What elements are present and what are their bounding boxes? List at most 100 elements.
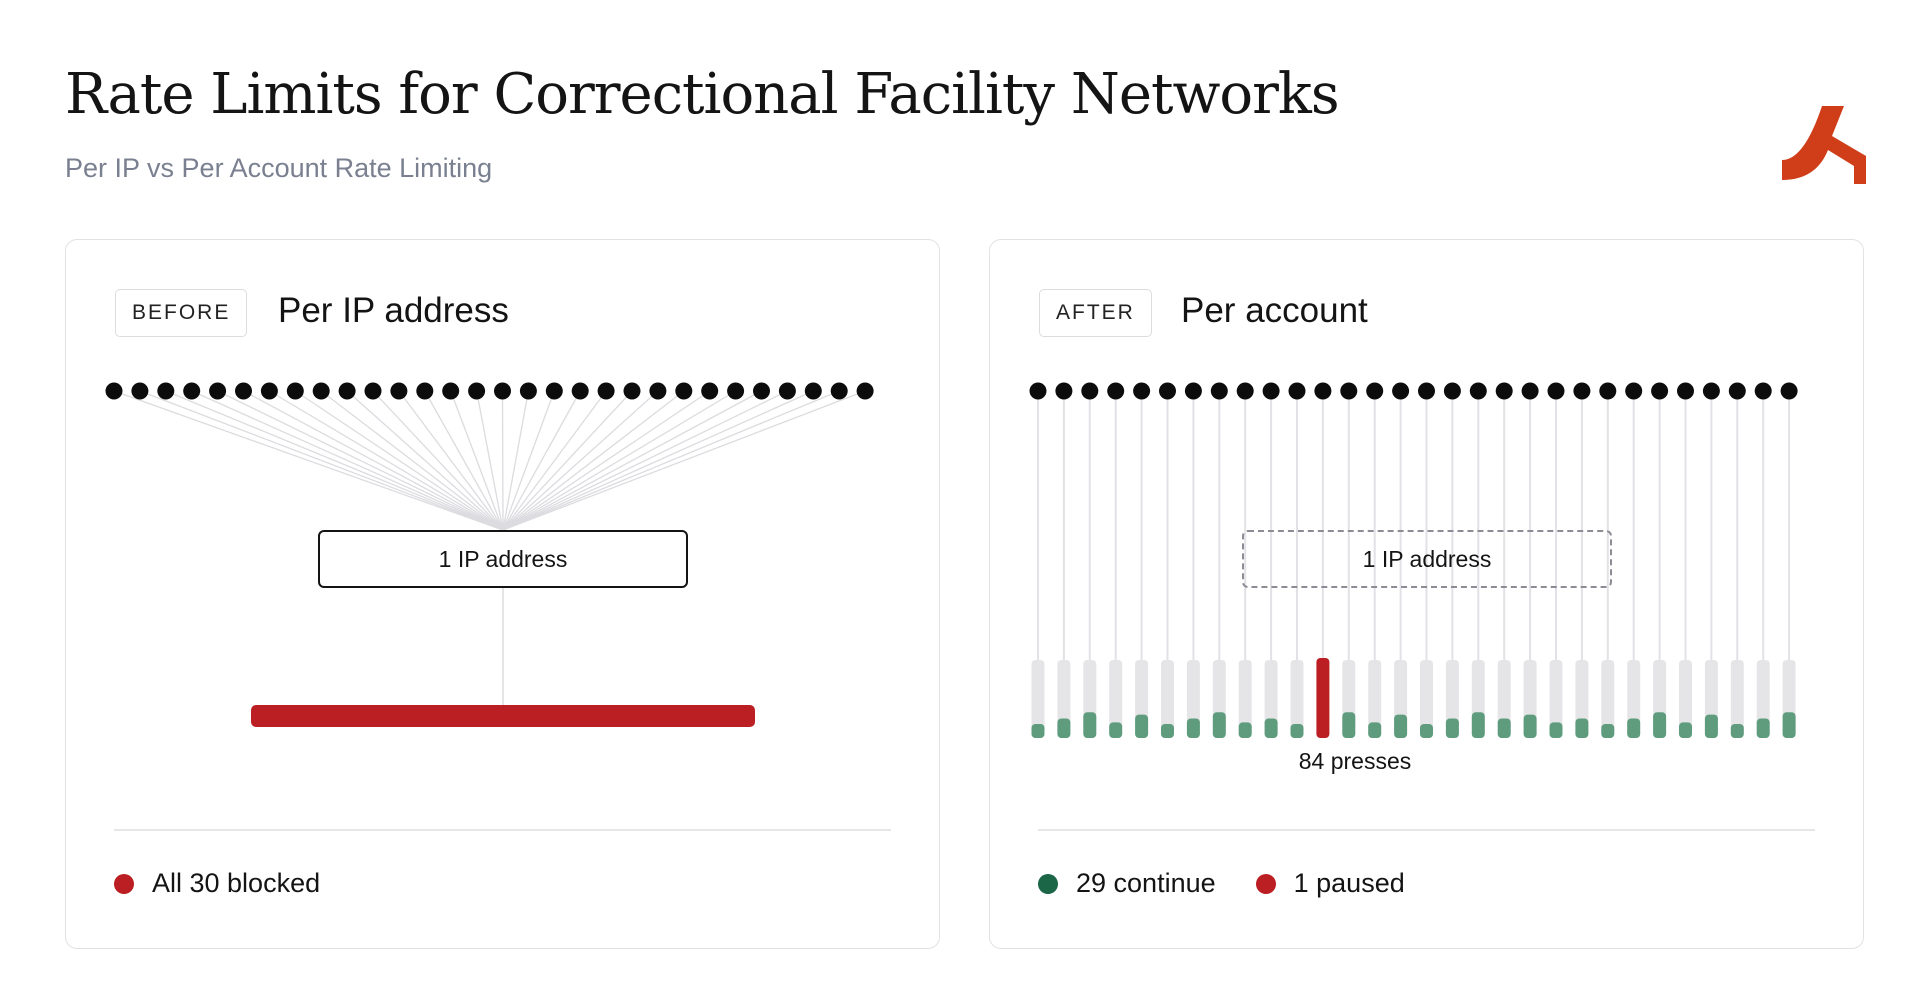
- usage-track: [1420, 660, 1433, 738]
- usage-bar: [1420, 723, 1433, 738]
- client-dot: [804, 382, 822, 400]
- usage-track: [1238, 660, 1252, 738]
- client-dot: [416, 382, 434, 400]
- connection-line: [294, 390, 504, 531]
- connection-line: [501, 390, 504, 531]
- usage-bar: [1575, 718, 1589, 738]
- usage-track: [1679, 660, 1692, 738]
- usage-track: [1730, 660, 1744, 738]
- usage-bar: [1031, 723, 1045, 738]
- client-dot: [778, 382, 796, 400]
- page-title: Rate Limits for Correctional Facility Ne…: [65, 62, 1340, 127]
- usage-bar: [1161, 723, 1174, 738]
- client-dot: [1702, 382, 1720, 400]
- connection-line: [502, 390, 762, 531]
- client-dot: [1210, 382, 1228, 400]
- client-dot: [1184, 382, 1202, 400]
- connection-line: [502, 390, 788, 531]
- usage-bar: [1083, 712, 1097, 738]
- usage-track: [1057, 660, 1071, 738]
- connection-line: [502, 390, 530, 531]
- after-legend: 29 continue 1 paused: [1038, 868, 1445, 899]
- usage-track: [1264, 660, 1278, 738]
- connection-line: [372, 390, 504, 531]
- client-dot: [1288, 382, 1306, 400]
- client-dot: [131, 382, 149, 400]
- connection-line: [502, 390, 711, 531]
- client-dot: [1418, 382, 1435, 400]
- usage-bar: [1653, 712, 1667, 738]
- ip-address-box: 1 IP address: [1242, 530, 1612, 588]
- usage-bar: [1135, 714, 1149, 738]
- client-dot: [364, 382, 382, 400]
- client-dot: [312, 382, 330, 400]
- legend-item-blocked: All 30 blocked: [114, 868, 320, 899]
- connection-line: [320, 390, 504, 531]
- usage-bar: [1679, 722, 1692, 738]
- usage-bar: [1186, 718, 1200, 738]
- connection-line: [502, 390, 736, 531]
- usage-track: [1756, 660, 1770, 738]
- usage-bar: [1394, 714, 1408, 738]
- usage-bar: [1497, 718, 1511, 738]
- before-tag: BEFORE: [115, 289, 248, 337]
- usage-bar: [1756, 718, 1770, 738]
- usage-track: [1497, 660, 1511, 738]
- after-tag: AFTER: [1039, 289, 1152, 337]
- legend-dot-green: [1038, 873, 1058, 894]
- usage-bar: [1549, 722, 1563, 738]
- usage-bar: [1290, 723, 1304, 738]
- before-diagram: [105, 382, 874, 727]
- divider: [1038, 829, 1815, 831]
- usage-track: [1445, 660, 1459, 738]
- usage-bar: [1212, 712, 1226, 738]
- after-panel: AFTER Per account 1 IP address 84 presse…: [989, 239, 1864, 949]
- before-legend: All 30 blocked: [114, 868, 360, 899]
- before-panel: BEFORE Per IP address 1 IP address All 3…: [65, 239, 940, 949]
- before-heading: Per IP address: [278, 291, 509, 330]
- client-dot: [338, 382, 356, 400]
- legend-label: All 30 blocked: [152, 868, 321, 898]
- connection-line: [502, 390, 555, 531]
- client-dot: [286, 382, 304, 400]
- legend-dot-red: [114, 873, 134, 894]
- connection-line: [450, 390, 504, 531]
- page-subtitle: Per IP vs Per Account Rate Limiting: [65, 153, 493, 183]
- connection-line: [243, 390, 504, 531]
- divider: [114, 829, 891, 831]
- connection-line: [398, 390, 504, 531]
- client-dot: [830, 382, 848, 400]
- client-dot: [1754, 382, 1772, 400]
- client-dot: [442, 382, 460, 400]
- client-dot: [571, 382, 589, 400]
- connection-line: [475, 390, 504, 531]
- client-dot: [675, 382, 693, 400]
- usage-bar: [1471, 712, 1485, 738]
- client-dot: [1159, 382, 1176, 400]
- client-dot: [183, 382, 201, 400]
- usage-track: [1575, 660, 1589, 738]
- paused-bar: [1316, 658, 1330, 738]
- usage-bar: [1445, 718, 1459, 738]
- client-dot: [235, 382, 252, 400]
- connection-line: [165, 390, 504, 531]
- blocked-bar: [251, 705, 755, 727]
- ip-address-box: 1 IP address: [318, 530, 688, 588]
- usage-track: [1549, 660, 1563, 738]
- connection-line: [269, 390, 504, 531]
- legend-label: 1 paused: [1293, 868, 1405, 898]
- usage-bar: [1704, 714, 1718, 738]
- usage-bar: [1782, 712, 1796, 738]
- client-dot: [1728, 382, 1746, 400]
- usage-track: [1161, 660, 1174, 738]
- client-dot: [1262, 382, 1280, 400]
- usage-track: [1031, 660, 1045, 738]
- client-dot: [1055, 382, 1073, 400]
- client-dot: [1107, 382, 1125, 400]
- connection-line: [502, 390, 814, 531]
- client-dot: [260, 382, 278, 400]
- client-dot: [623, 382, 641, 400]
- client-dot: [1599, 382, 1617, 400]
- press-count-label: 84 presses: [1298, 748, 1412, 774]
- client-dot: [1469, 382, 1487, 400]
